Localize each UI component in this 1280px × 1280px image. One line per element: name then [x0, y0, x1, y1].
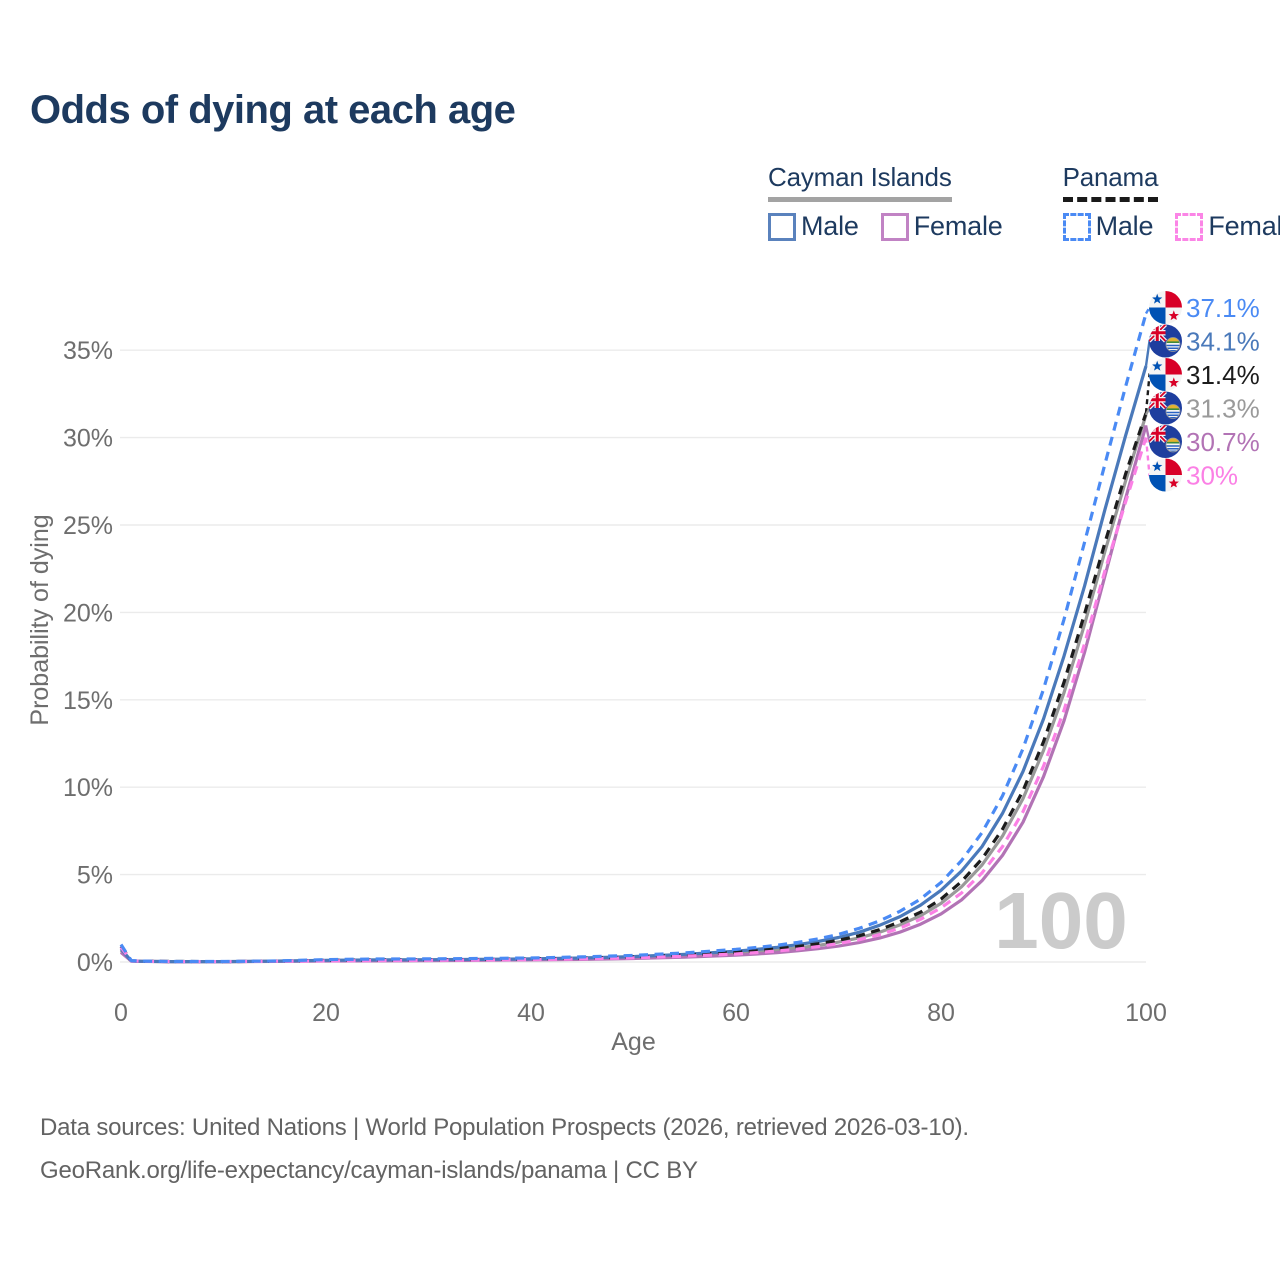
mortality-line-chart: 0% 5% 10% 15% 20% 25% 30% 35% 0 20 40 60 80 100 Age Pro… [26, 291, 1260, 1056]
series-line-cayman-islands-both-sexes [119, 414, 1148, 964]
legend-item-label: Female [1208, 211, 1280, 241]
x-tick-label: 80 [927, 999, 955, 1027]
footer-attribution: GeoRank.org/life-expectancy/cayman-islan… [40, 1157, 698, 1184]
x-tick-label: 60 [722, 999, 750, 1027]
y-tick-label: 0% [77, 949, 113, 977]
end-value-label: 31.3% [1186, 394, 1260, 424]
x-tick-label: 20 [312, 999, 340, 1027]
y-tick-label: 35% [63, 337, 113, 365]
series-line-panama-male [119, 313, 1148, 964]
cayman-islands-flag-icon [1149, 324, 1182, 358]
legend-item-panama-female[interactable]: Female [1175, 211, 1280, 242]
y-tick-label: 5% [77, 862, 113, 890]
legend-item-cayman-female[interactable]: Female [880, 211, 1003, 242]
series-line-panama-both-sexes [119, 412, 1148, 964]
legend-group-title-panama: Panama [1062, 162, 1158, 202]
series-line-cayman-islands-male [119, 365, 1148, 964]
cayman-islands-flag-icon [1149, 391, 1182, 425]
end-value-label: 30% [1186, 461, 1238, 491]
panama-female-swatch-icon [1175, 212, 1204, 241]
cayman-islands-flag-icon [1149, 425, 1182, 458]
age-watermark: 100 [994, 876, 1127, 965]
panama-flag-icon [1149, 458, 1182, 492]
chart-legend: Cayman Islands Male Female Panama Male F… [768, 162, 1280, 242]
x-tick-label: 40 [517, 999, 545, 1027]
cayman-male-swatch-icon [768, 212, 796, 241]
panama-male-swatch-icon [1062, 212, 1091, 241]
y-tick-label: 15% [63, 687, 113, 715]
x-tick-label: 100 [1125, 999, 1167, 1027]
y-tick-label: 20% [63, 599, 113, 627]
x-axis-label: Age [611, 1028, 655, 1056]
y-tick-label: 30% [63, 425, 113, 453]
page-title: Odds of dying at each age [30, 88, 516, 132]
y-tick-label: 25% [63, 512, 113, 540]
legend-item-panama-male[interactable]: Male [1062, 211, 1154, 242]
legend-group-panama: Panama Male Female [1062, 162, 1280, 242]
cayman-female-swatch-icon [880, 212, 909, 241]
legend-item-label: Male [1095, 211, 1154, 241]
footer-data-sources: Data sources: United Nations | World Pop… [40, 1114, 969, 1141]
y-axis-label: Probability of dying [26, 514, 54, 725]
legend-item-label: Female [913, 211, 1003, 241]
end-value-label: 30.7% [1186, 427, 1260, 457]
end-value-label: 34.1% [1186, 327, 1260, 357]
legend-group-cayman-islands: Cayman Islands Male Female [768, 162, 1003, 242]
legend-group-title-cayman-islands: Cayman Islands [768, 162, 952, 202]
end-value-label: 37.1% [1186, 293, 1260, 323]
y-tick-label: 10% [63, 774, 113, 802]
series-line-panama-female [119, 437, 1148, 964]
panama-flag-icon [1149, 358, 1182, 391]
series-line-cayman-islands-female [119, 424, 1148, 964]
legend-item-cayman-male[interactable]: Male [768, 211, 859, 242]
footer: Data sources: United Nations | World Pop… [40, 1106, 969, 1192]
legend-item-label: Male [801, 211, 859, 241]
panama-flag-icon [1149, 291, 1182, 324]
x-tick-label: 0 [114, 999, 128, 1027]
end-value-label: 31.4% [1186, 360, 1260, 390]
